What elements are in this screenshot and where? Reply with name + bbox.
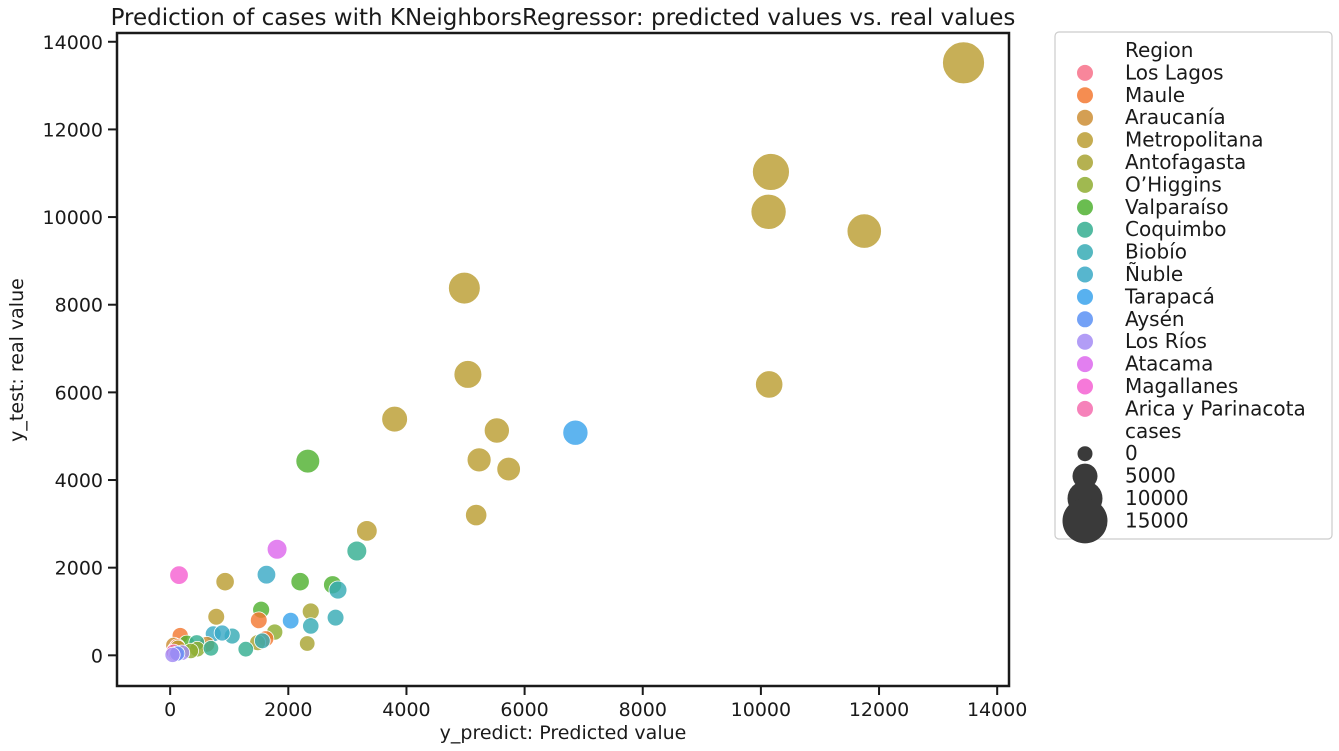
legend-label: Biobío xyxy=(1125,240,1187,264)
legend-size-marker xyxy=(1062,498,1108,544)
data-point xyxy=(213,624,231,642)
legend-label: Los Ríos xyxy=(1125,329,1207,353)
chart-title: Prediction of cases with KNeighborsRegre… xyxy=(111,5,1016,31)
data-point xyxy=(346,540,368,562)
legend-label: Magallanes xyxy=(1125,374,1238,398)
data-point xyxy=(356,520,378,542)
data-point xyxy=(290,572,310,592)
x-tick-label: 6000 xyxy=(500,699,548,721)
data-point xyxy=(215,572,235,592)
x-tick-label: 2000 xyxy=(264,699,312,721)
legend-title-region: Region xyxy=(1125,38,1193,62)
y-tick-label: 10000 xyxy=(43,207,103,229)
data-point xyxy=(465,503,488,527)
legend-label: O’Higgins xyxy=(1125,172,1222,196)
data-point xyxy=(266,538,288,560)
data-point xyxy=(448,271,481,305)
legend-label: Maule xyxy=(1125,83,1185,107)
data-point xyxy=(164,646,181,663)
data-point xyxy=(381,405,408,433)
legend-label: Coquimbo xyxy=(1125,217,1227,241)
legend-marker xyxy=(1077,356,1093,373)
legend-marker xyxy=(1077,64,1093,81)
legend-marker xyxy=(1077,87,1093,104)
legend-title-cases: cases xyxy=(1125,419,1181,443)
legend-marker xyxy=(1077,378,1093,395)
y-tick-label: 12000 xyxy=(43,119,103,141)
y-tick-label: 0 xyxy=(91,645,103,667)
axes: 0 2000 4000 6000 8000 10000 12000 14000 0 2000 400… xyxy=(43,31,1027,721)
plot-area xyxy=(164,41,985,663)
data-point xyxy=(752,153,790,191)
legend-marker xyxy=(1077,176,1093,193)
x-tick-label: 12000 xyxy=(849,699,909,721)
legend-marker xyxy=(1077,288,1093,305)
data-point xyxy=(169,565,189,585)
legend-label: Los Lagos xyxy=(1125,60,1224,84)
data-point xyxy=(249,611,268,630)
y-tick-label: 8000 xyxy=(55,295,103,317)
legend-label: Valparaíso xyxy=(1125,195,1229,219)
legend-marker xyxy=(1077,132,1093,149)
legend-label: Antofagasta xyxy=(1125,150,1246,174)
legend-marker xyxy=(1077,266,1093,283)
legend-label: Ñuble xyxy=(1125,262,1183,286)
data-point xyxy=(942,41,985,85)
legend-label: Atacama xyxy=(1125,352,1213,376)
legend-marker xyxy=(1077,199,1093,216)
legend-marker xyxy=(1077,311,1093,328)
legend-marker xyxy=(1077,333,1093,350)
y-tick-label: 2000 xyxy=(55,558,103,580)
data-point xyxy=(256,564,277,585)
data-point xyxy=(496,456,521,482)
data-point xyxy=(755,370,784,399)
legend-size-label: 5000 xyxy=(1125,464,1176,488)
legend-label: Araucanía xyxy=(1125,105,1226,129)
data-point xyxy=(254,632,271,650)
data-point xyxy=(281,612,300,630)
legend-size-marker xyxy=(1077,446,1093,462)
x-tick-label: 14000 xyxy=(967,699,1027,721)
data-point xyxy=(237,640,254,658)
x-tick-label: 4000 xyxy=(382,699,430,721)
data-point xyxy=(750,193,787,230)
data-point xyxy=(328,580,348,600)
data-point xyxy=(846,213,882,249)
x-axis-label: y_predict: Predicted value xyxy=(440,722,687,744)
legend-marker xyxy=(1077,400,1093,417)
plot-frame xyxy=(115,31,1011,688)
x-tick-label: 8000 xyxy=(619,699,667,721)
legend-size-label: 10000 xyxy=(1125,486,1189,510)
legend-marker xyxy=(1077,154,1093,171)
data-point xyxy=(326,608,345,627)
legend-label: Metropolitana xyxy=(1125,128,1264,152)
x-tick-label: 10000 xyxy=(731,699,791,721)
legend-label: Arica y Parinacota xyxy=(1125,396,1306,420)
data-point xyxy=(202,640,220,657)
legend-marker xyxy=(1077,109,1093,126)
legend-label: Tarapacá xyxy=(1124,284,1215,308)
data-point xyxy=(302,617,320,635)
y-tick-label: 6000 xyxy=(55,382,103,404)
data-point xyxy=(207,607,226,626)
legend-box xyxy=(1054,31,1333,540)
data-point xyxy=(562,419,589,446)
data-point xyxy=(453,360,483,389)
legend-marker xyxy=(1077,244,1093,261)
legend-label: Aysén xyxy=(1125,307,1185,331)
data-point xyxy=(466,447,492,473)
data-point xyxy=(295,448,321,474)
x-tick-label: 0 xyxy=(164,699,176,721)
legend-size-label: 15000 xyxy=(1125,508,1189,532)
y-axis-label: y_test: real value xyxy=(6,278,28,442)
data-point xyxy=(299,635,316,652)
y-tick-label: 14000 xyxy=(43,32,103,54)
legend-marker xyxy=(1077,221,1093,238)
legend-size-label: 0 xyxy=(1125,441,1138,465)
data-point xyxy=(483,417,510,444)
y-tick-label: 4000 xyxy=(55,470,103,492)
